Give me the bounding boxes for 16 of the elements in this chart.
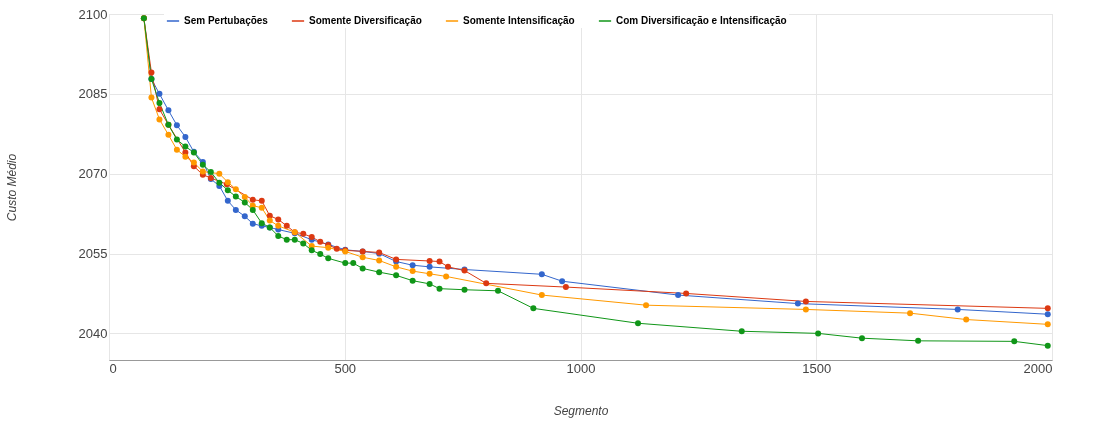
y-tick-label: 2055 (78, 246, 108, 262)
y-tick-label: 2100 (78, 6, 108, 22)
x-tick-label: 0 (109, 360, 117, 376)
y-tick-label: 2040 (78, 325, 108, 341)
legend-label: Com Diversificação e Intensificação (616, 15, 787, 26)
x-axis-title: Segmento (553, 403, 609, 418)
legend-label: Sem Pertubações (184, 15, 269, 26)
legend-label: Somente Diversificação (309, 15, 422, 26)
x-tick-label: 2000 (1023, 360, 1053, 376)
x-tick-label: 1000 (566, 360, 596, 376)
legend-label: Somente Intensificação (463, 15, 575, 26)
x-tick-label: 500 (334, 360, 357, 376)
y-tick-label: 2070 (78, 166, 108, 182)
y-axis-title: Custo Médio (4, 153, 19, 222)
y-tick-label: 2085 (78, 86, 108, 102)
x-tick-label: 1500 (802, 360, 832, 376)
